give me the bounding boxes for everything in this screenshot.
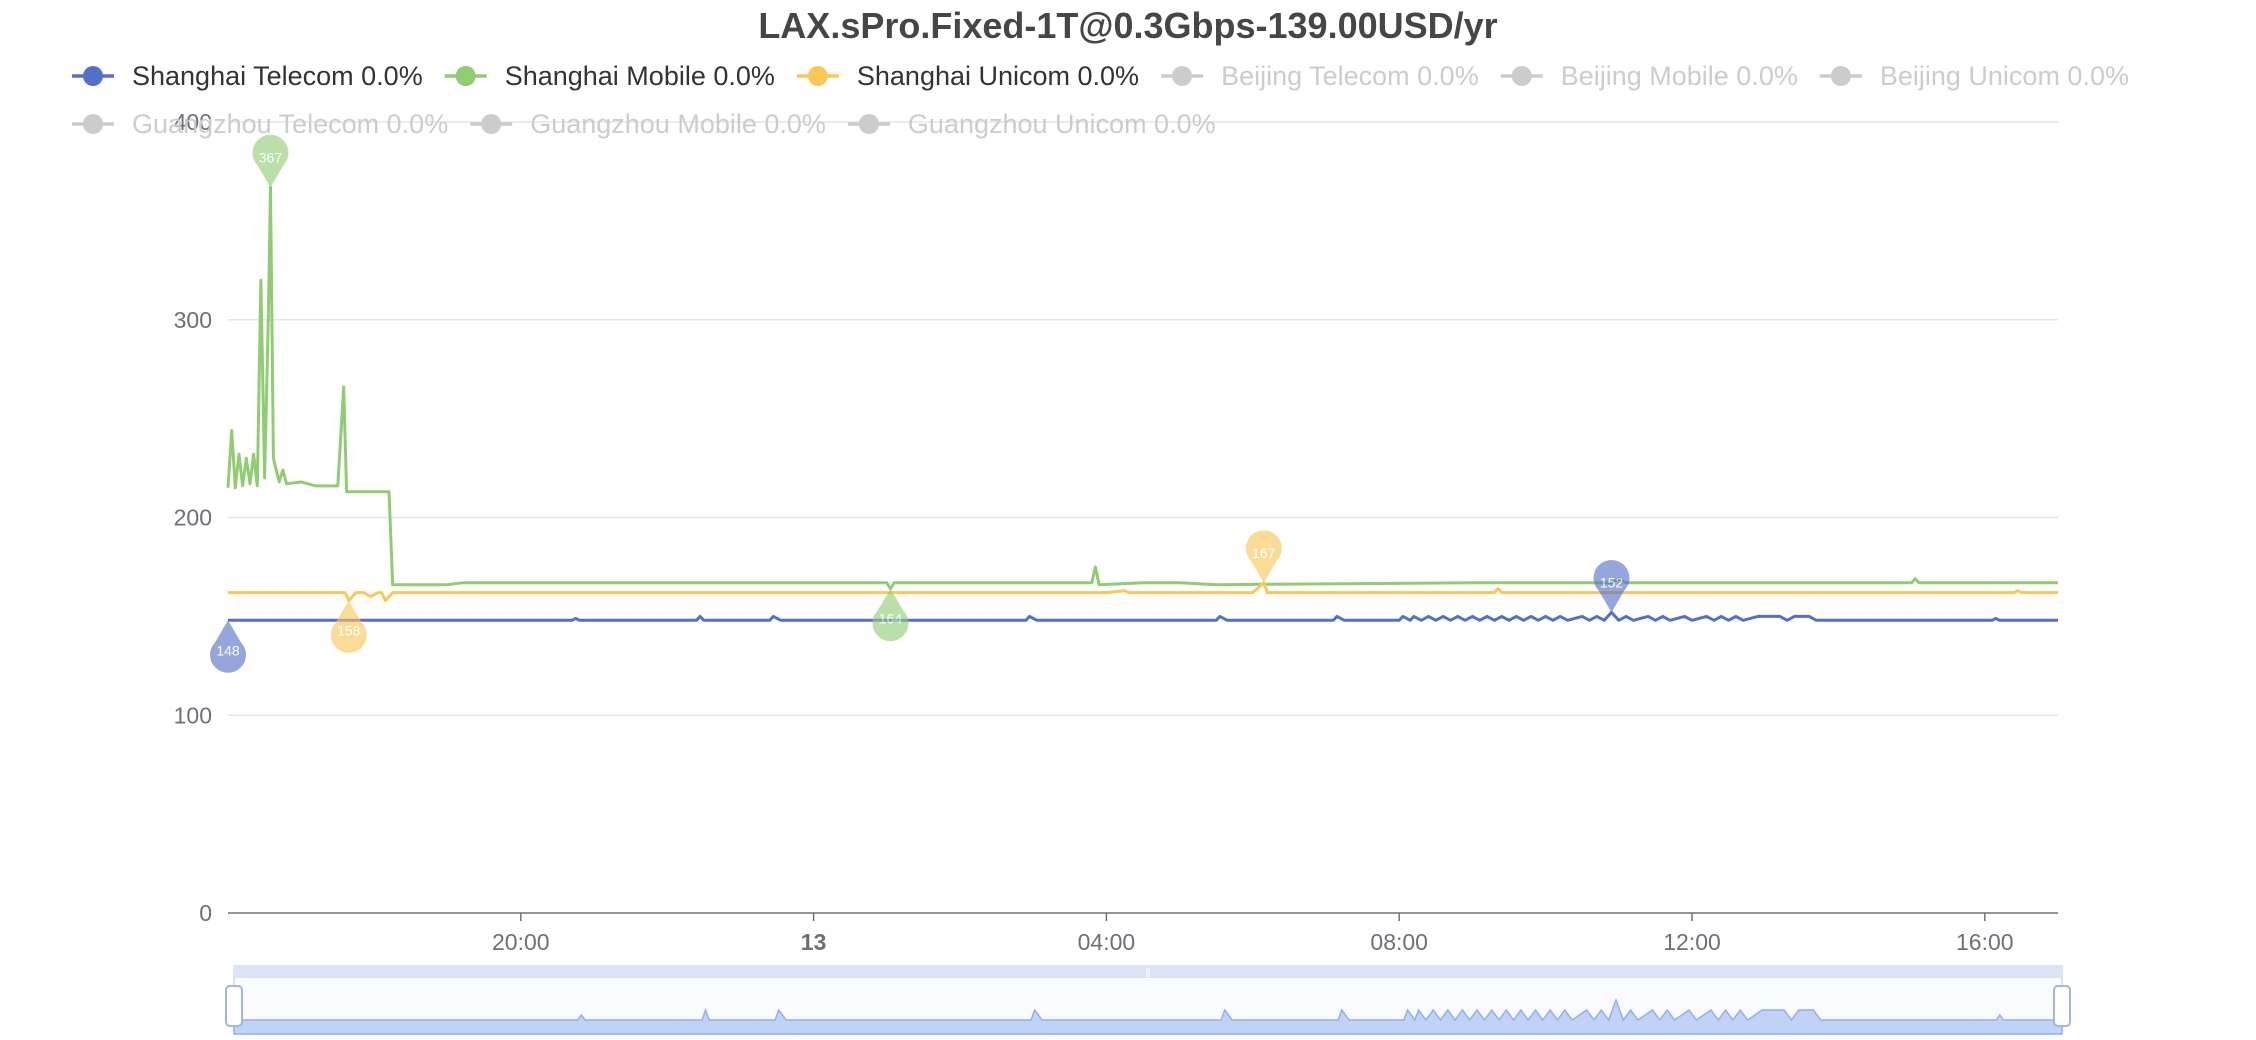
legend-item[interactable]: Shanghai Unicom 0.0% [796,61,1139,91]
grid [228,121,2058,716]
zoom-selection [234,978,2062,1034]
legend-dot-icon [1830,66,1851,86]
legend-dot-icon [858,114,879,134]
zoom-drag-bar[interactable] [234,966,2062,978]
markers: 148 152 367 164 158 167 [210,134,1630,673]
zoom-handle-left[interactable] [225,985,243,1027]
marker-pin: 164 [872,588,909,642]
marker-label: 167 [1252,545,1276,561]
zoom-handle-right[interactable] [2053,985,2071,1027]
marker-pin: 158 [330,600,367,654]
legend: Shanghai Telecom 0.0% Shanghai Mobile 0.0… [72,61,2129,139]
legend-dot-icon [83,114,103,134]
x-tick-label: 16:00 [1956,929,2014,955]
marker-label: 152 [1600,574,1624,590]
legend-item[interactable]: Guangzhou Mobile 0.0% [470,109,826,139]
y-tick-label: 100 [174,702,212,728]
legend-item[interactable]: Shanghai Telecom 0.0% [72,61,423,91]
axes: 0 100 200 300 400 20:00 13 04:00 08:00 12:00 16:00 [174,109,2058,955]
legend-label: Guangzhou Mobile 0.0% [530,109,826,139]
series-line-2 [228,581,2058,603]
marker-label: 148 [216,642,240,658]
legend-label: Guangzhou Telecom 0.0% [132,109,448,139]
legend-label: Beijing Unicom 0.0% [1880,61,2129,91]
x-tick-label: 04:00 [1078,929,1136,955]
zoom-grip-icon: ⦀ [1146,968,1151,980]
marker-label: 158 [337,623,361,639]
legend-item[interactable]: Shanghai Mobile 0.0% [444,61,775,91]
legend-label: Beijing Mobile 0.0% [1561,61,1798,91]
legend-label: Shanghai Unicom 0.0% [857,61,1139,91]
y-tick-label: 200 [174,505,212,531]
x-tick-label: 13 [801,929,827,955]
legend-dot-icon [1172,66,1193,86]
zoom-mini-series [233,997,2063,1035]
legend-dot-icon [481,114,502,134]
x-tick-label: 08:00 [1370,929,1428,955]
x-tick-label: 12:00 [1663,929,1721,955]
legend-item[interactable]: Beijing Mobile 0.0% [1500,61,1798,91]
legend-label: Guangzhou Unicom 0.0% [908,109,1216,139]
legend-label: Shanghai Mobile 0.0% [505,61,775,91]
y-tick-label: 400 [174,109,212,135]
legend-dot-icon [1511,66,1532,86]
y-tick-label: 0 [199,900,212,926]
legend-item[interactable]: Beijing Telecom 0.0% [1161,61,1479,91]
chart-title: LAX.sPro.Fixed-1T@0.3Gbps-139.00USD/yr [758,5,1497,46]
marker-label: 164 [879,611,903,627]
legend-item[interactable]: Guangzhou Telecom 0.0% [72,109,448,139]
series-line-0 [228,610,2058,622]
legend-item[interactable]: Beijing Unicom 0.0% [1819,61,2129,91]
marker-pin: 152 [1593,559,1630,613]
x-tick-label: 20:00 [492,929,550,955]
legend-label: Beijing Telecom 0.0% [1221,61,1479,91]
y-tick-label: 300 [174,307,212,333]
legend-dot-icon [807,66,828,86]
marker-pin: 367 [252,134,289,188]
legend-label: Shanghai Telecom 0.0% [132,61,423,91]
legend-dot-icon [455,66,476,86]
marker-pin: 167 [1245,530,1282,583]
series-group [226,185,2058,622]
series-line-1 [226,185,2058,591]
legend-dot-icon [83,66,103,86]
data-zoom-slider[interactable]: ⦀ [225,965,2071,1035]
marker-label: 367 [259,149,283,165]
marker-pin: 148 [210,620,247,673]
legend-item[interactable]: Guangzhou Unicom 0.0% [847,109,1216,139]
